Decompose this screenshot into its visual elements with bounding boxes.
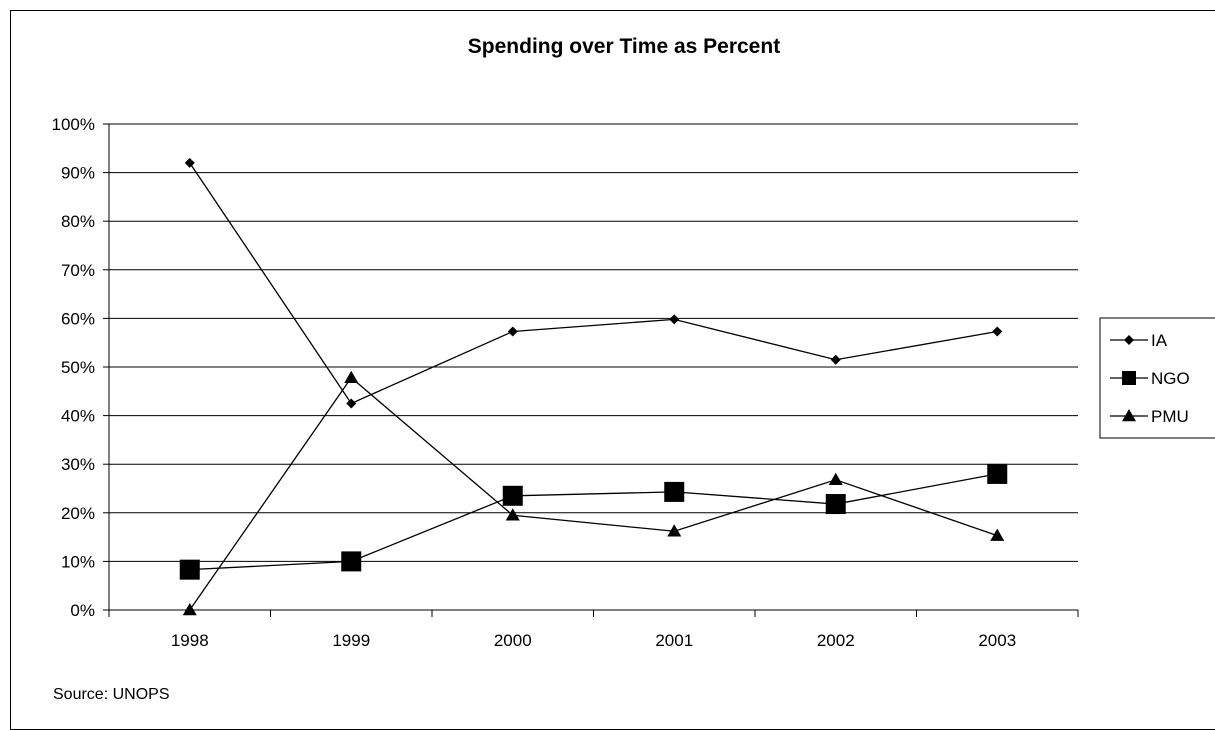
legend-label-ngo: NGO	[1151, 369, 1190, 388]
data-point-pmu	[505, 508, 520, 521]
data-point-pmu	[828, 472, 843, 486]
legend-marker-ia	[1124, 335, 1134, 345]
x-tick-label: 2003	[978, 631, 1016, 650]
legend-marker-ngo	[1122, 371, 1136, 385]
data-point-ia	[992, 326, 1003, 337]
data-point-ngo	[664, 481, 685, 502]
data-point-ngo	[502, 485, 523, 506]
y-tick-label: 60%	[61, 309, 95, 328]
data-point-pmu	[182, 603, 197, 616]
data-point-ia	[507, 326, 518, 337]
legend-label-pmu: PMU	[1151, 407, 1189, 426]
series-line-pmu	[189, 376, 998, 611]
legend-label-ia: IA	[1151, 331, 1168, 350]
data-point-ngo	[825, 494, 846, 515]
data-point-ia	[346, 398, 357, 409]
data-point-ia	[830, 354, 841, 365]
y-tick-label: 100%	[52, 115, 95, 134]
y-tick-label: 0%	[70, 601, 95, 620]
series-line-ia	[189, 162, 998, 405]
y-tick-label: 40%	[61, 407, 95, 426]
legend-marker-pmu	[1122, 409, 1136, 422]
x-tick-label: 2001	[655, 631, 693, 650]
source-note: Source: UNOPS	[53, 686, 169, 703]
data-point-pmu	[344, 370, 359, 383]
data-point-ia	[184, 157, 195, 168]
x-tick-label: 1999	[332, 631, 370, 650]
series-line-ngo	[189, 473, 998, 571]
y-tick-label: 10%	[61, 552, 95, 571]
y-tick-label: 30%	[61, 455, 95, 474]
x-tick-label: 2002	[817, 631, 855, 650]
y-tick-label: 20%	[61, 504, 95, 523]
y-tick-label: 80%	[61, 212, 95, 231]
data-point-pmu	[990, 528, 1005, 541]
data-point-pmu	[667, 524, 682, 537]
y-tick-label: 50%	[61, 358, 95, 377]
data-point-ngo	[179, 559, 200, 580]
chart-title: Spending over Time as Percent	[468, 35, 780, 58]
y-tick-label: 90%	[61, 164, 95, 183]
x-tick-label: 1998	[171, 631, 209, 650]
y-tick-label: 70%	[61, 261, 95, 280]
plot-area: 0% 10% 20% 30% 40% 50% 60% 70% 80% 90% 100% 1998 199…	[52, 115, 1079, 650]
x-tick-label: 2000	[494, 631, 532, 650]
data-point-ngo	[987, 463, 1008, 484]
legend: IA NGO PMU	[1099, 317, 1215, 439]
data-point-ia	[669, 314, 680, 325]
data-point-ngo	[341, 551, 362, 572]
